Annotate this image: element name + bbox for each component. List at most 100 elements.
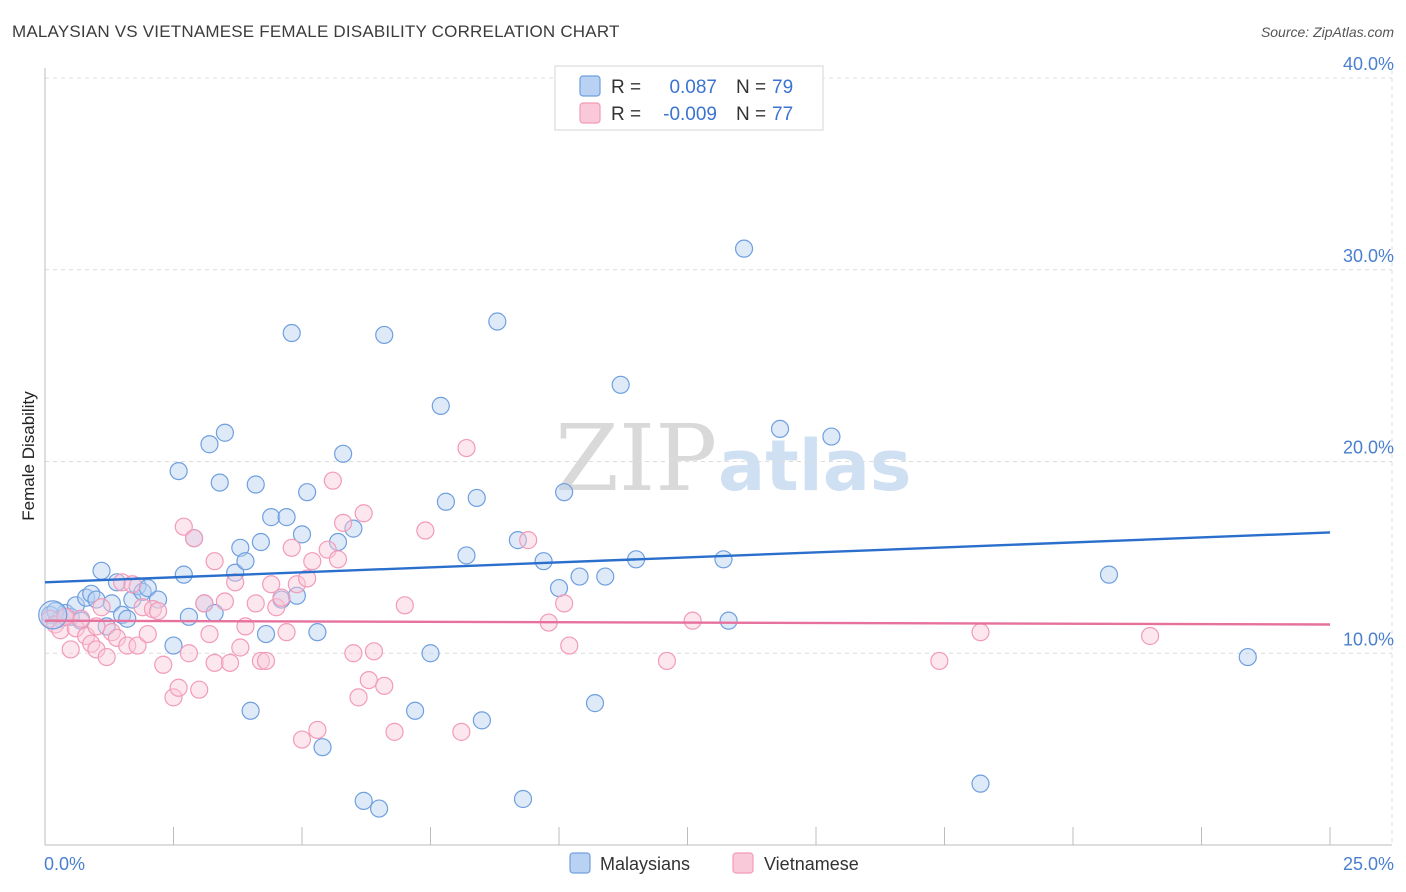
point-malaysians bbox=[714, 550, 733, 569]
y-tick-label: 40.0% bbox=[1343, 54, 1394, 74]
point-vietnamese bbox=[457, 438, 476, 458]
point-malaysians bbox=[179, 607, 199, 626]
point-malaysians bbox=[570, 567, 589, 586]
legend-n-value-malaysians: 79 bbox=[772, 77, 793, 98]
point-vietnamese bbox=[118, 636, 137, 655]
point-vietnamese bbox=[246, 594, 265, 613]
gridlines bbox=[45, 70, 1393, 845]
point-malaysians bbox=[256, 624, 276, 644]
point-vietnamese bbox=[334, 513, 353, 532]
point-malaysians bbox=[92, 561, 111, 580]
trend-line-malaysians bbox=[44, 531, 1331, 584]
point-vietnamese bbox=[41, 609, 60, 628]
point-vietnamese bbox=[416, 521, 435, 540]
point-vietnamese bbox=[519, 531, 538, 550]
point-malaysians bbox=[292, 525, 312, 544]
point-malaysians bbox=[169, 461, 188, 481]
point-vietnamese bbox=[395, 596, 414, 615]
series-legend: Malaysians Vietnamese bbox=[569, 852, 859, 874]
point-vietnamese bbox=[1140, 626, 1160, 646]
point-malaysians-cluster bbox=[38, 600, 68, 630]
point-malaysians bbox=[421, 644, 440, 663]
point-malaysians bbox=[97, 617, 116, 636]
data-points bbox=[38, 239, 1257, 818]
correlation-legend: R = 0.087 N = 79 R = -0.009 N = 77 bbox=[554, 65, 824, 131]
point-malaysians bbox=[277, 508, 296, 527]
watermark-atlas: atlas bbox=[718, 425, 912, 507]
point-malaysians bbox=[246, 475, 265, 494]
point-vietnamese bbox=[61, 640, 80, 659]
point-malaysians bbox=[1099, 565, 1119, 584]
point-vietnamese bbox=[385, 722, 404, 741]
point-malaysians bbox=[308, 623, 327, 642]
source-label: Source: ZipAtlas.com bbox=[1260, 24, 1394, 40]
point-malaysians bbox=[534, 552, 553, 571]
legend-swatch-malaysians bbox=[579, 75, 601, 97]
trend-lines bbox=[44, 531, 1331, 626]
point-malaysians bbox=[513, 789, 533, 809]
point-malaysians bbox=[555, 483, 574, 502]
point-vietnamese bbox=[555, 594, 574, 613]
x-tick-label-max: 25.0% bbox=[1343, 854, 1394, 874]
point-vietnamese bbox=[282, 538, 301, 557]
point-malaysians bbox=[241, 701, 260, 720]
point-vietnamese bbox=[267, 598, 286, 617]
point-vietnamese bbox=[87, 640, 106, 659]
point-malaysians bbox=[236, 552, 255, 571]
legend-swatch-vietnamese bbox=[579, 102, 601, 124]
point-malaysians bbox=[436, 492, 456, 511]
point-malaysians bbox=[251, 532, 270, 552]
watermark: ZIP atlas bbox=[555, 405, 912, 512]
point-malaysians bbox=[138, 578, 157, 598]
point-vietnamese bbox=[256, 651, 276, 671]
point-vietnamese bbox=[683, 611, 702, 630]
point-malaysians bbox=[231, 538, 250, 557]
y-axis-label: Female Disability bbox=[19, 391, 38, 521]
point-vietnamese bbox=[220, 653, 240, 672]
point-vietnamese bbox=[71, 609, 91, 628]
legend-n-value-vietnamese: 77 bbox=[772, 104, 793, 125]
point-vietnamese bbox=[231, 638, 250, 657]
point-vietnamese bbox=[148, 601, 168, 621]
point-vietnamese bbox=[272, 588, 291, 607]
point-malaysians bbox=[164, 636, 183, 655]
point-vietnamese bbox=[277, 623, 296, 642]
point-malaysians bbox=[508, 531, 527, 550]
point-malaysians bbox=[226, 563, 245, 582]
legend-n-label-malaysians: N = bbox=[736, 77, 766, 98]
point-vietnamese bbox=[92, 598, 111, 617]
point-vietnamese bbox=[190, 680, 209, 699]
point-vietnamese bbox=[323, 471, 342, 490]
point-vietnamese bbox=[82, 634, 101, 653]
point-vietnamese bbox=[452, 722, 471, 741]
chart-title: MALAYSIAN VS VIETNAMESE FEMALE DISABILIT… bbox=[12, 22, 620, 41]
point-vietnamese bbox=[215, 592, 234, 611]
point-malaysians bbox=[123, 590, 142, 609]
point-malaysians bbox=[734, 239, 754, 258]
point-malaysians bbox=[405, 701, 425, 720]
point-vietnamese bbox=[200, 624, 219, 644]
point-vietnamese bbox=[107, 628, 127, 648]
point-malaysians bbox=[313, 738, 332, 757]
point-vietnamese bbox=[138, 624, 157, 644]
point-vietnamese bbox=[97, 647, 116, 667]
point-vietnamese bbox=[328, 550, 348, 569]
point-malaysians bbox=[719, 611, 738, 630]
point-malaysians bbox=[488, 312, 507, 331]
point-vietnamese bbox=[287, 575, 306, 594]
point-malaysians bbox=[174, 565, 193, 584]
legend-r-value-malaysians: 0.087 bbox=[669, 77, 717, 98]
point-malaysians bbox=[354, 791, 373, 810]
point-vietnamese bbox=[154, 655, 173, 674]
point-vietnamese bbox=[164, 688, 183, 707]
bottom-legend-swatch-malaysians bbox=[569, 852, 591, 874]
point-malaysians bbox=[596, 567, 615, 586]
y-tick-label: 30.0% bbox=[1343, 246, 1394, 266]
trend-line-vietnamese bbox=[44, 619, 1331, 626]
point-malaysians bbox=[822, 427, 841, 446]
point-vietnamese bbox=[292, 730, 312, 749]
y-tick-labels: 10.0% 20.0% 30.0% 40.0% bbox=[1343, 54, 1394, 649]
point-vietnamese bbox=[344, 644, 363, 663]
point-vietnamese bbox=[930, 651, 949, 671]
